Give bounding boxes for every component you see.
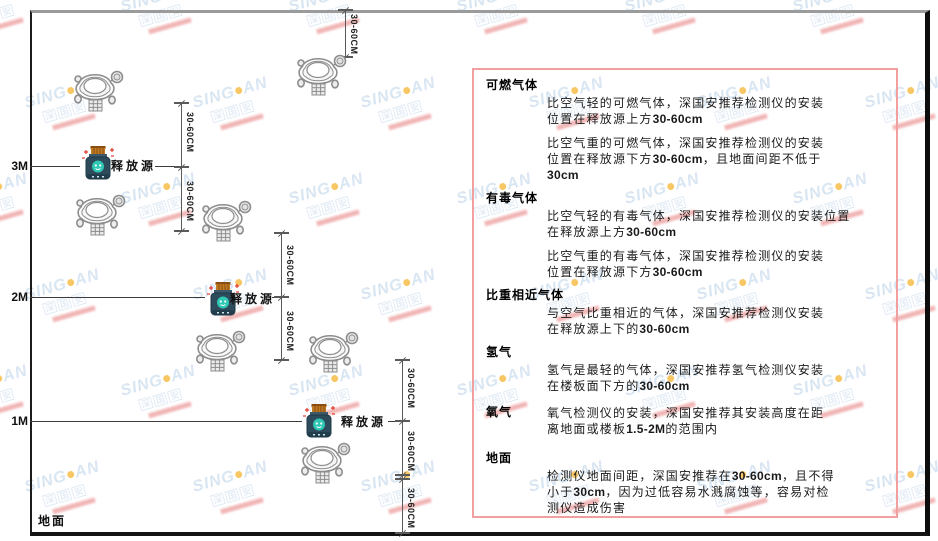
- dimension-line: [402, 360, 403, 533]
- release-source-label: 释放源: [111, 159, 157, 173]
- section-paragraph: 检测仪地面间距，深国安推荐在30-60cm，且不得 小于30cm，因为过低容易水溅…: [547, 469, 835, 515]
- gas-detector-icon: [301, 442, 351, 484]
- section-heading: 地面: [486, 451, 513, 465]
- release-source: [301, 403, 337, 448]
- dimension-value: 30-60CM: [349, 14, 359, 55]
- gas-detector-icon: [196, 330, 246, 372]
- watermark-dot-icon: [0, 373, 4, 383]
- height-label: 2M: [11, 290, 28, 304]
- watermark-dot-icon: [0, 181, 4, 191]
- section-paragraph: 与空气比重相近的气体，深国安推荐检测仪安装 在释放源上下的30-60cm: [547, 306, 825, 336]
- section-heading: 氢气: [486, 345, 513, 359]
- ground-label: 地面: [38, 514, 67, 528]
- dimension-value: 30-60CM: [406, 431, 416, 472]
- section-paragraph: 比空气重的有毒气体，深国安推荐检测仪的安装 位置在释放源下方30-60cm: [547, 249, 825, 279]
- height-line: [30, 166, 80, 167]
- height-line: [30, 421, 302, 422]
- panel-section: 有毒气体 比空气轻的有毒气体，深国安推荐检测仪的安装位置 在释放源上方30-60cm…: [486, 191, 884, 280]
- dimension-value: 30-60CM: [185, 181, 195, 222]
- gas-detector-icon: [76, 194, 126, 236]
- panel-section: 氢气氢气是最轻的气体，深国安推荐氢气检测仪安装 在楼板面下方的30-60cm: [486, 345, 884, 394]
- section-paragraph: 氢气是最轻的气体，深国安推荐氢气检测仪安装 在楼板面下方的30-60cm: [547, 363, 825, 393]
- height-line: [30, 297, 205, 298]
- section-paragraph: 氧气检测仪的安装，深国安推荐其安装高度在距 离地面或楼板1.5-2M的范围内: [547, 406, 825, 436]
- watermark-red-mark: [0, 209, 24, 227]
- gas-detector: [297, 438, 351, 491]
- panel-section: 可燃气体 比空气轻的可燃气体，深国安推荐检测仪的安装 位置在释放源上方30-60cm…: [486, 78, 884, 183]
- section-heading: 比重相近气体: [486, 288, 565, 302]
- height-label: 3M: [11, 159, 28, 173]
- height-label: 1M: [11, 414, 28, 428]
- section-paragraph: 比空气轻的可燃气体，深国安推荐检测仪的安装 位置在释放源上方30-60cm: [547, 96, 825, 126]
- gas-detector: [192, 326, 246, 379]
- section-paragraph: 比空气轻的有毒气体，深国安推荐检测仪的安装位置 在释放源上方30-60cm: [547, 209, 851, 239]
- connector-line: [155, 166, 181, 167]
- gas-detector-icon: [309, 331, 359, 373]
- watermark-red-mark: [0, 17, 24, 35]
- release-source-label: 释放源: [341, 415, 387, 429]
- room-outline: [30, 10, 930, 536]
- dimension-value: 30-60CM: [406, 368, 416, 409]
- section-paragraph: 比空气重的可燃气体，深国安推荐检测仪的安装 位置在释放源下方30-60cm，且地面…: [547, 136, 825, 182]
- dimension-line: [345, 10, 346, 57]
- section-heading: 氧气: [486, 405, 513, 419]
- dimension-value: 30-60CM: [185, 112, 195, 153]
- release-source: [80, 145, 116, 190]
- gas-detector: [70, 66, 124, 119]
- gas-detector: [305, 327, 359, 380]
- panel-section: 比重相近气体与空气比重相近的气体，深国安推荐检测仪安装 在释放源上下的30-60c…: [486, 288, 884, 337]
- gas-detector: [198, 196, 252, 249]
- release-source-label: 释放源: [230, 292, 276, 306]
- dimension-value: 30-60CM: [285, 311, 295, 352]
- installation-notes-panel: 可燃气体 比空气轻的可燃气体，深国安推荐检测仪的安装 位置在释放源上方30-60cm…: [472, 68, 898, 518]
- dimension-value: 30-60CM: [406, 488, 416, 529]
- gas-detector-icon: [202, 200, 252, 242]
- gas-detector-icon: [297, 54, 347, 96]
- section-heading: 有毒气体: [486, 191, 539, 205]
- section-heading: 可燃气体: [486, 78, 539, 92]
- release-source-icon: [303, 404, 335, 438]
- panel-section: 氧气 氧气检测仪的安装，深国安推荐其安装高度在距 离地面或楼板1.5-2M的范围内: [486, 402, 884, 445]
- release-source-icon: [82, 146, 114, 180]
- gas-detector-icon: [74, 70, 124, 112]
- panel-section: 地面检测仪地面间距，深国安推荐在30-60cm，且不得 小于30cm，因为过低容易…: [486, 451, 884, 516]
- dimension-value: 30-60CM: [285, 245, 295, 286]
- gas-detector: [293, 50, 347, 103]
- gas-detector: [72, 190, 126, 243]
